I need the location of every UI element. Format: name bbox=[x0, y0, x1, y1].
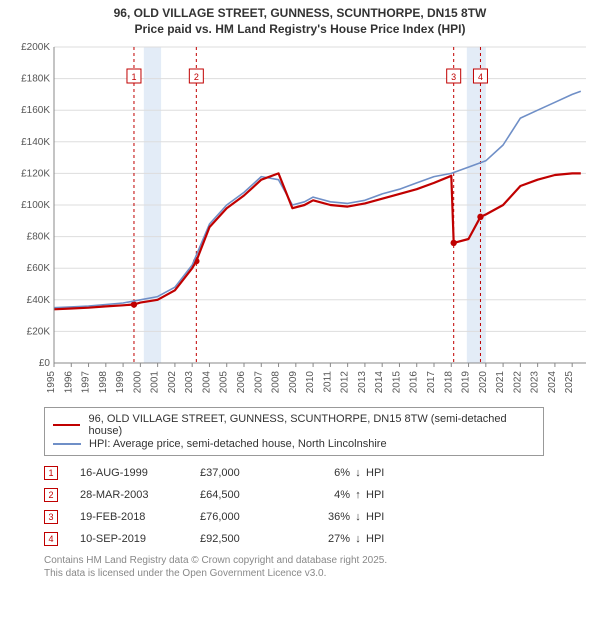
svg-text:£120K: £120K bbox=[21, 169, 50, 180]
trend-arrow-icon: ↓ bbox=[350, 533, 366, 545]
svg-text:2012: 2012 bbox=[340, 371, 351, 394]
sale-pct: 36% bbox=[310, 511, 350, 523]
legend-swatch bbox=[53, 424, 80, 426]
svg-text:2018: 2018 bbox=[443, 371, 454, 394]
legend-item: HPI: Average price, semi-detached house,… bbox=[53, 438, 535, 450]
price-chart: £0 £20K £40K £60K £80K £100K £120K £140K £160K £1… bbox=[10, 41, 590, 401]
svg-text:2: 2 bbox=[194, 72, 199, 82]
sale-date: 28-MAR-2003 bbox=[80, 489, 200, 501]
trend-arrow-icon: ↓ bbox=[350, 467, 366, 479]
sale-hpi-label: HPI bbox=[366, 489, 406, 501]
svg-text:2003: 2003 bbox=[184, 371, 195, 394]
sale-date: 19-FEB-2018 bbox=[80, 511, 200, 523]
sale-row: 1 16-AUG-1999£37,0006%↓HPI bbox=[44, 462, 590, 484]
svg-text:2024: 2024 bbox=[547, 371, 558, 394]
svg-text:£180K: £180K bbox=[21, 74, 50, 85]
sale-pct: 27% bbox=[310, 533, 350, 545]
svg-text:2017: 2017 bbox=[426, 371, 437, 394]
svg-text:£200K: £200K bbox=[21, 42, 50, 53]
svg-text:2000: 2000 bbox=[132, 371, 143, 394]
svg-text:1997: 1997 bbox=[81, 371, 92, 394]
svg-text:2008: 2008 bbox=[271, 371, 282, 394]
chart-title: 96, OLD VILLAGE STREET, GUNNESS, SCUNTHO… bbox=[10, 6, 590, 37]
svg-text:£0: £0 bbox=[39, 358, 51, 369]
sale-row: 3 19-FEB-2018£76,00036%↓HPI bbox=[44, 506, 590, 528]
sale-price: £37,000 bbox=[200, 467, 310, 479]
svg-text:2020: 2020 bbox=[478, 371, 489, 394]
sale-marker: 2 bbox=[44, 488, 58, 502]
legend: 96, OLD VILLAGE STREET, GUNNESS, SCUNTHO… bbox=[44, 407, 544, 456]
sale-row: 4 10-SEP-2019£92,50027%↓HPI bbox=[44, 528, 590, 550]
svg-text:£140K: £140K bbox=[21, 137, 50, 148]
svg-text:2009: 2009 bbox=[288, 371, 299, 394]
sale-marker: 3 bbox=[44, 510, 58, 524]
svg-text:3: 3 bbox=[451, 72, 456, 82]
sale-price: £76,000 bbox=[200, 511, 310, 523]
legend-label: HPI: Average price, semi-detached house,… bbox=[89, 438, 387, 450]
svg-text:2023: 2023 bbox=[530, 371, 541, 394]
svg-text:2004: 2004 bbox=[201, 371, 212, 394]
svg-text:2015: 2015 bbox=[391, 371, 402, 394]
sale-date: 16-AUG-1999 bbox=[80, 467, 200, 479]
svg-text:2011: 2011 bbox=[322, 371, 333, 393]
sale-date: 10-SEP-2019 bbox=[80, 533, 200, 545]
sale-row: 2 28-MAR-2003£64,5004%↑HPI bbox=[44, 484, 590, 506]
svg-text:2010: 2010 bbox=[305, 371, 316, 394]
title-line-2: Price paid vs. HM Land Registry's House … bbox=[10, 22, 590, 38]
svg-text:2001: 2001 bbox=[150, 371, 161, 394]
footer: Contains HM Land Registry data © Crown c… bbox=[44, 554, 590, 580]
svg-text:2022: 2022 bbox=[512, 371, 523, 394]
sale-price: £92,500 bbox=[200, 533, 310, 545]
sales-table: 116-AUG-1999£37,0006%↓HPI228-MAR-2003£64… bbox=[44, 462, 590, 550]
svg-text:1999: 1999 bbox=[115, 371, 126, 394]
svg-text:1998: 1998 bbox=[98, 371, 109, 394]
svg-text:£60K: £60K bbox=[27, 263, 51, 274]
svg-text:4: 4 bbox=[478, 72, 483, 82]
svg-text:£40K: £40K bbox=[27, 295, 51, 306]
trend-arrow-icon: ↑ bbox=[350, 489, 366, 501]
sale-hpi-label: HPI bbox=[366, 511, 406, 523]
svg-text:2016: 2016 bbox=[409, 371, 420, 394]
trend-arrow-icon: ↓ bbox=[350, 511, 366, 523]
svg-text:2006: 2006 bbox=[236, 371, 247, 394]
sale-price: £64,500 bbox=[200, 489, 310, 501]
svg-text:2005: 2005 bbox=[219, 371, 230, 394]
sale-pct: 4% bbox=[310, 489, 350, 501]
sale-marker: 4 bbox=[44, 532, 58, 546]
sale-marker: 1 bbox=[44, 466, 58, 480]
svg-text:£80K: £80K bbox=[27, 232, 51, 243]
svg-text:£160K: £160K bbox=[21, 105, 50, 116]
svg-text:1995: 1995 bbox=[46, 371, 57, 394]
svg-text:2019: 2019 bbox=[461, 371, 472, 394]
footer-line-1: Contains HM Land Registry data © Crown c… bbox=[44, 554, 590, 567]
sale-hpi-label: HPI bbox=[366, 533, 406, 545]
svg-text:£20K: £20K bbox=[27, 327, 51, 338]
legend-label: 96, OLD VILLAGE STREET, GUNNESS, SCUNTHO… bbox=[88, 413, 535, 437]
svg-text:2007: 2007 bbox=[253, 371, 264, 394]
footer-line-2: This data is licensed under the Open Gov… bbox=[44, 567, 590, 580]
title-line-1: 96, OLD VILLAGE STREET, GUNNESS, SCUNTHO… bbox=[10, 6, 590, 22]
svg-text:2014: 2014 bbox=[374, 371, 385, 394]
svg-text:£100K: £100K bbox=[21, 200, 50, 211]
legend-item: 96, OLD VILLAGE STREET, GUNNESS, SCUNTHO… bbox=[53, 413, 535, 437]
svg-text:1: 1 bbox=[131, 72, 136, 82]
svg-text:2013: 2013 bbox=[357, 371, 368, 394]
svg-text:2002: 2002 bbox=[167, 371, 178, 394]
svg-text:2021: 2021 bbox=[495, 371, 506, 394]
legend-swatch bbox=[53, 443, 81, 445]
sale-pct: 6% bbox=[310, 467, 350, 479]
svg-text:1996: 1996 bbox=[63, 371, 74, 394]
sale-hpi-label: HPI bbox=[366, 467, 406, 479]
svg-text:2025: 2025 bbox=[564, 371, 575, 394]
